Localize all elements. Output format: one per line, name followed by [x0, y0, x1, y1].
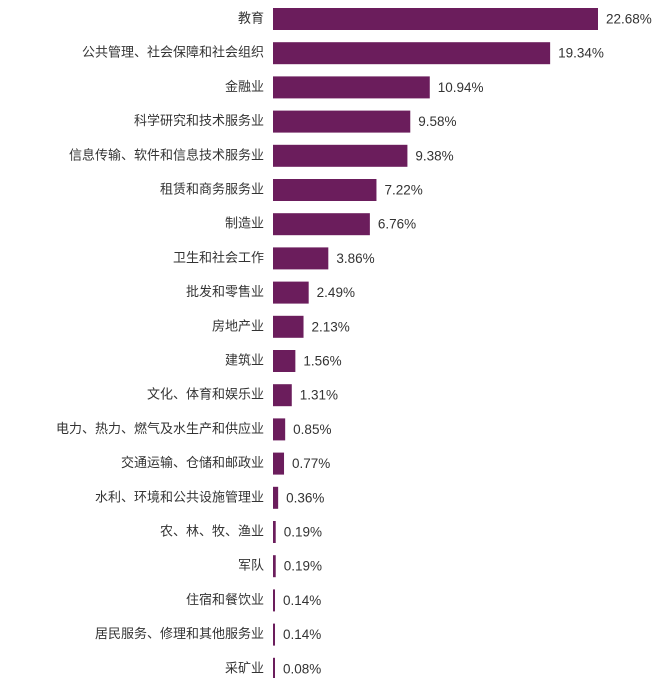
- value-label: 2.13%: [312, 319, 350, 334]
- category-label: 信息传输、软件和信息技术服务业: [69, 147, 264, 163]
- value-label: 0.85%: [293, 422, 331, 437]
- bar: [273, 623, 276, 646]
- bar: [273, 281, 309, 304]
- category-label: 文化、体育和娱乐业: [147, 387, 264, 403]
- category-label: 教育: [238, 11, 264, 27]
- value-label: 0.19%: [284, 559, 322, 574]
- bar: [273, 452, 285, 475]
- bar: [273, 110, 411, 133]
- value-label: 0.14%: [283, 627, 321, 642]
- bar: [273, 213, 370, 236]
- category-label: 公共管理、社会保障和社会组织: [82, 45, 264, 61]
- category-label: 房地产业: [212, 318, 264, 334]
- category-label: 电力、热力、燃气及水生产和供应业: [56, 421, 264, 437]
- value-label: 1.31%: [300, 388, 338, 403]
- value-label: 9.58%: [418, 114, 456, 129]
- value-label: 0.77%: [292, 456, 330, 471]
- value-label: 3.86%: [336, 251, 374, 266]
- bar: [273, 350, 296, 372]
- category-label: 住宿和餐饮业: [186, 592, 264, 608]
- value-label: 9.38%: [415, 148, 453, 163]
- category-label: 采矿业: [225, 661, 264, 676]
- category-label: 交通运输、仓储和邮政业: [121, 455, 264, 471]
- bar: [273, 179, 377, 201]
- category-label: 军队: [238, 559, 264, 574]
- bar: [273, 144, 408, 167]
- bar: [273, 589, 276, 612]
- bar: [273, 555, 276, 578]
- bar: [273, 657, 275, 678]
- value-label: 0.14%: [283, 593, 321, 608]
- value-label: 6.76%: [378, 217, 416, 232]
- bar: [273, 247, 329, 270]
- bar: [273, 418, 286, 441]
- category-label: 居民服务、修理和其他服务业: [95, 626, 264, 642]
- chart-rows: 教育 22.68% 公共管理、社会保障和社会组织 19.34% 金融业 10.94% 科学研…: [56, 8, 652, 678]
- value-label: 0.36%: [286, 490, 324, 505]
- category-label: 批发和零售业: [186, 284, 264, 300]
- value-label: 0.08%: [283, 661, 321, 676]
- category-label: 制造业: [225, 217, 264, 232]
- bar: [273, 384, 292, 407]
- category-label: 金融业: [225, 79, 264, 95]
- bar: [273, 521, 276, 543]
- category-label: 卫生和社会工作: [173, 250, 264, 266]
- bar: [273, 486, 279, 509]
- value-label: 7.22%: [384, 183, 422, 198]
- value-label: 22.68%: [606, 12, 652, 27]
- value-label: 0.19%: [284, 525, 322, 540]
- category-label: 农、林、牧、渔业: [160, 525, 264, 540]
- bar: [273, 42, 551, 65]
- category-label: 水利、环境和公共设施管理业: [95, 490, 264, 505]
- bar: [273, 8, 598, 30]
- category-label: 科学研究和技术服务业: [134, 113, 264, 129]
- category-label: 租赁和商务服务业: [160, 182, 264, 198]
- bar: [273, 76, 430, 99]
- category-label: 建筑业: [225, 353, 264, 369]
- value-label: 19.34%: [558, 46, 604, 61]
- value-label: 10.94%: [438, 80, 484, 95]
- value-label: 1.56%: [303, 354, 341, 369]
- value-label: 2.49%: [317, 285, 355, 300]
- bar: [273, 315, 304, 338]
